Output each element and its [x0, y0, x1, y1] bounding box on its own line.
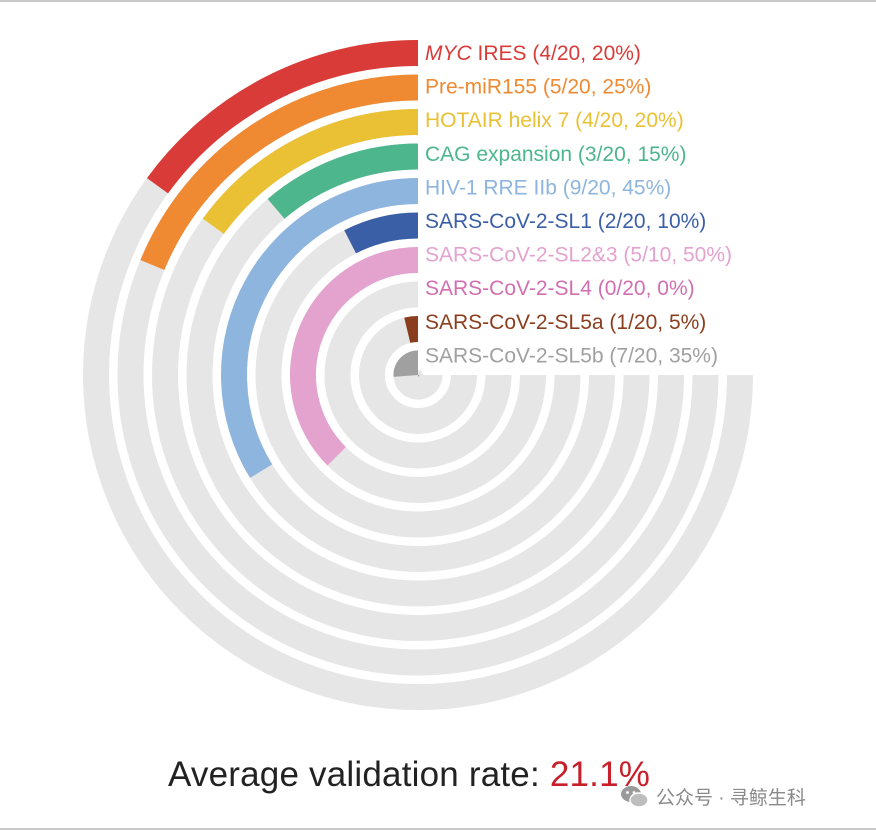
- average-rate-caption: Average validation rate: 21.1%: [168, 755, 650, 795]
- bar-series-0: [146, 40, 419, 194]
- bar-series-2: [202, 109, 419, 235]
- bar-group: [140, 40, 421, 478]
- legend-label-series-4: HIV-1 RRE IIb (9/20, 45%): [425, 176, 671, 199]
- legend-label-series-8: SARS-CoV-2-SL5a (1/20, 5%): [425, 311, 706, 334]
- legend-label-series-7: SARS-CoV-2-SL4 (0/20, 0%): [425, 277, 695, 300]
- legend-label-series-0: MYC IRES (4/20, 20%): [425, 42, 641, 65]
- legend-label-series-6: SARS-CoV-2-SL2&3 (5/10, 50%): [425, 244, 732, 267]
- watermark-text: 公众号 · 寻鲸生科: [656, 788, 806, 809]
- bar-series-5: [344, 212, 419, 254]
- watermark: 公众号 · 寻鲸生科: [620, 783, 806, 810]
- legend-label-series-5: SARS-CoV-2-SL1 (2/20, 10%): [425, 210, 706, 233]
- track-series-3: [186, 143, 650, 607]
- track-series-8: [359, 316, 477, 434]
- track-series-5: [255, 212, 581, 538]
- label-group: MYC IRES (4/20, 20%) Pre-miR155 (5/20, 25…: [425, 42, 732, 367]
- legend-label-series-2: HOTAIR helix 7 (4/20, 20%): [425, 109, 684, 132]
- average-rate-label: Average validation rate:: [168, 755, 540, 794]
- bar-series-6: [290, 247, 419, 466]
- bar-series-4: [221, 178, 419, 478]
- bar-series-3: [267, 143, 419, 219]
- legend-label-series-9: SARS-CoV-2-SL5b (7/20, 35%): [425, 344, 718, 367]
- bar-series-8: [404, 315, 419, 343]
- legend-label-series-1: Pre-miR155 (5/20, 25%): [425, 76, 651, 99]
- legend-label-series-3: CAG expansion (3/20, 15%): [425, 143, 686, 166]
- bar-series-1: [140, 74, 419, 270]
- track-series-7: [324, 281, 512, 469]
- bar-series-9: [393, 350, 421, 378]
- wechat-icon: [621, 785, 649, 808]
